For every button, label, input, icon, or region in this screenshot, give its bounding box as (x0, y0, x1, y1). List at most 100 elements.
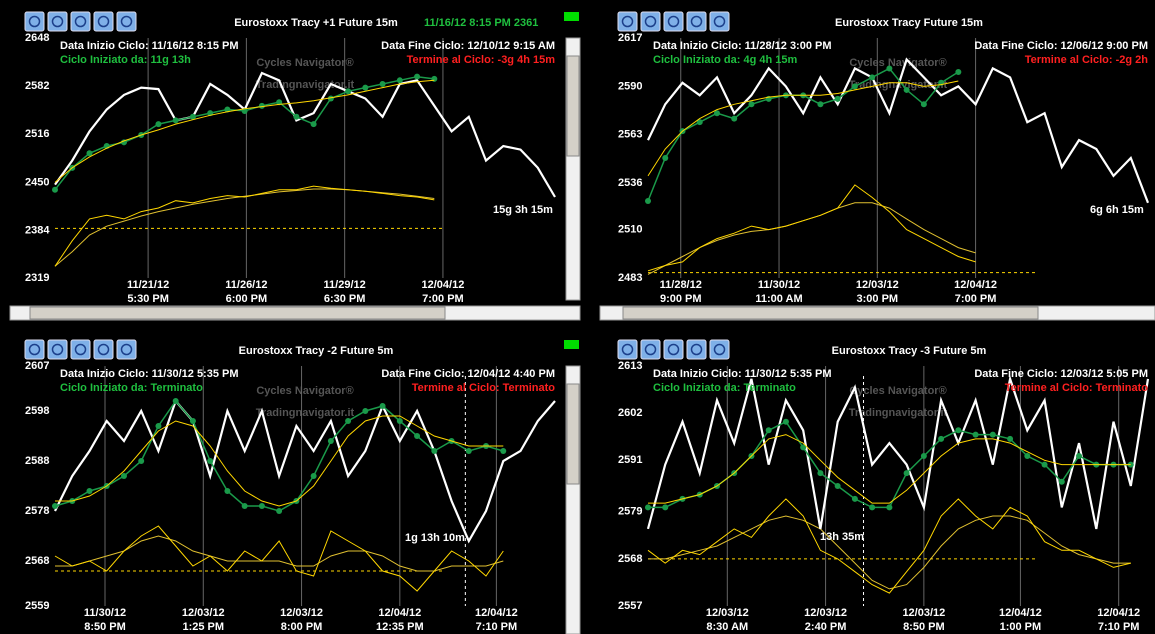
y-tick-label: 2516 (25, 128, 49, 140)
price-marker (345, 418, 352, 424)
price-marker (276, 99, 283, 106)
scroll-thumb[interactable] (622, 306, 1039, 320)
toolbar-button[interactable] (617, 339, 638, 360)
price-marker (258, 503, 265, 509)
y-tick-label: 2568 (618, 553, 642, 565)
series-line (648, 515, 1131, 590)
toolbar-icon (28, 15, 41, 28)
toolbar-button[interactable] (709, 339, 730, 360)
y-tick-label: 2563 (618, 129, 642, 141)
price-marker (52, 186, 58, 193)
price-marker (645, 197, 651, 204)
toolbar-button[interactable] (70, 11, 91, 32)
toolbar-button[interactable] (24, 11, 45, 32)
cycle-remaining: Termine al Ciclo: Terminato (412, 382, 556, 394)
watermark: Cycles Navigator® (256, 57, 353, 69)
price-marker (886, 504, 893, 511)
x-tick-time: 2:40 PM (805, 621, 847, 633)
x-tick-label: 12/04/12 (1097, 607, 1140, 619)
x-tick-time: 7:00 PM (422, 293, 464, 305)
toolbar-button[interactable] (47, 339, 68, 360)
price-marker (817, 470, 824, 477)
toolbar-button[interactable] (709, 11, 730, 32)
y-tick-label: 2384 (25, 224, 50, 236)
toolbar-icon (644, 343, 657, 356)
price-marker (1024, 453, 1031, 459)
price-marker (258, 102, 265, 109)
x-tick-time: 12:35 PM (376, 621, 424, 633)
x-tick-label: 12/03/12 (280, 607, 323, 619)
x-tick-time: 7:10 PM (476, 621, 518, 633)
toolbar-button[interactable] (47, 11, 68, 32)
toolbar-button[interactable] (116, 11, 137, 32)
x-tick-time: 8:50 PM (84, 621, 126, 633)
x-tick-label: 12/03/12 (706, 607, 749, 619)
toolbar-button[interactable] (663, 339, 684, 360)
series-line (647, 80, 959, 177)
toolbar-icon (97, 343, 110, 356)
toolbar-icon (644, 15, 657, 28)
cycle-end: Data Fine Ciclo: 12/10/12 9:15 AM (381, 40, 555, 52)
y-tick-label: 2582 (25, 80, 49, 92)
series-line (54, 185, 435, 267)
status-text: 11/16/12 8:15 PM 2361 (424, 17, 538, 29)
status-indicator (564, 12, 579, 21)
cycle-length: 15g 3h 15m (493, 204, 553, 216)
price-marker (431, 448, 438, 454)
series-line (54, 525, 504, 592)
series-line (648, 434, 1131, 504)
y-tick-label: 2483 (618, 272, 642, 284)
price-marker (189, 418, 196, 424)
toolbar-button[interactable] (640, 11, 661, 32)
toolbar-button[interactable] (93, 339, 114, 360)
price-marker (362, 84, 369, 91)
toolbar-button[interactable] (686, 339, 707, 360)
price-marker (310, 121, 317, 128)
scroll-thumb[interactable] (566, 55, 580, 157)
price-marker (207, 458, 214, 464)
x-tick-time: 3:00 PM (857, 293, 899, 305)
toolbar-button[interactable] (640, 339, 661, 360)
cycle-start: Data Inizio Ciclo: 11/16/12 8:15 PM (60, 40, 239, 52)
series-line (647, 498, 1131, 594)
y-tick-label: 2648 (25, 32, 49, 44)
toolbar-icon (667, 15, 680, 28)
y-tick-label: 2613 (618, 360, 642, 372)
toolbar-button[interactable] (686, 11, 707, 32)
y-tick-label: 2450 (25, 176, 49, 188)
y-tick-label: 2578 (25, 505, 49, 517)
series-line (647, 184, 976, 272)
price-marker (396, 77, 403, 84)
price-marker (920, 453, 927, 459)
price-marker (293, 113, 300, 120)
price-marker (138, 458, 145, 464)
price-marker (903, 86, 910, 93)
y-tick-label: 2536 (618, 177, 642, 189)
toolbar-button[interactable] (617, 11, 638, 32)
toolbar-icon (713, 343, 726, 356)
price-marker (834, 95, 841, 102)
chart-panel: Eurostoxx Tracy +1 Future 15m 11/16/12 8:… (9, 11, 581, 321)
watermark: Cycles Navigator® (849, 57, 946, 69)
price-marker (696, 119, 703, 126)
toolbar-button[interactable] (116, 339, 137, 360)
series-line (55, 415, 504, 507)
panel-title: Eurostoxx Tracy Future 15m (835, 17, 983, 29)
scroll-thumb[interactable] (29, 306, 446, 320)
scroll-thumb[interactable] (566, 383, 580, 485)
toolbar-button[interactable] (70, 339, 91, 360)
cycle-end: Data Fine Ciclo: 12/03/12 5:05 PM (974, 368, 1148, 380)
price-marker (327, 438, 334, 444)
x-tick-label: 11/30/12 (84, 607, 126, 619)
toolbar-button[interactable] (24, 339, 45, 360)
cycle-remaining: Termine al Ciclo: -2g 2h (1025, 54, 1149, 66)
toolbar-icon (51, 15, 64, 28)
price-marker (938, 435, 945, 442)
toolbar-button[interactable] (663, 11, 684, 32)
toolbar-button[interactable] (93, 11, 114, 32)
x-tick-label: 12/03/12 (182, 607, 225, 619)
toolbar-icon (51, 343, 64, 356)
cycle-end: Data Fine Ciclo: 12/04/12 4:40 PM (381, 368, 555, 380)
watermark: Tradingnavigator.it (849, 407, 948, 419)
